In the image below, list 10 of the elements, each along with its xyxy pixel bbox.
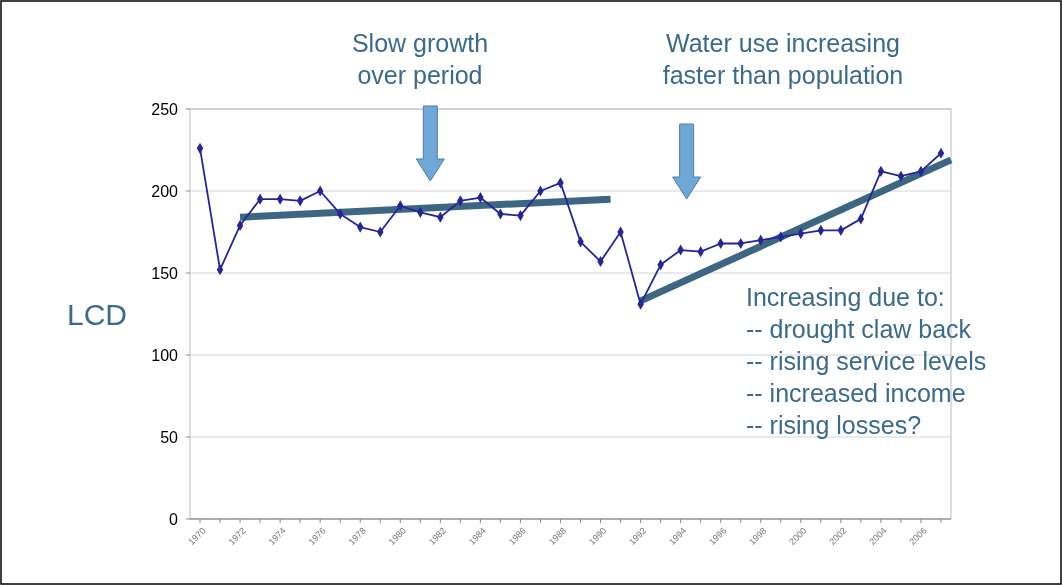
text: Water use increasing faster than population <box>662 29 904 89</box>
y-tick-label: 150 <box>151 264 179 282</box>
y-tick-label: 100 <box>151 346 179 364</box>
y-tick-label: 50 <box>160 428 179 446</box>
y-tick-label: 250 <box>151 100 179 118</box>
y-tick-label: 200 <box>151 182 179 200</box>
y-axis-title: LCD <box>66 298 128 331</box>
text: Slow growth over period <box>351 29 489 89</box>
y-tick-label: 0 <box>169 510 179 528</box>
annotation: Increasing due to: -- drought claw back -- rising service levels -- increased income -- rising losses? <box>746 283 987 439</box>
